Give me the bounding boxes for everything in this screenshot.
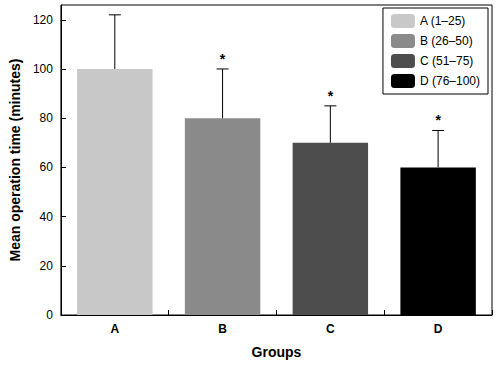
- svg-text:B: B: [218, 322, 227, 336]
- svg-text:Mean operation time (minutes): Mean operation time (minutes): [7, 58, 23, 261]
- svg-text:B (26–50): B (26–50): [420, 34, 473, 48]
- svg-text:20: 20: [40, 259, 54, 273]
- svg-text:*: *: [328, 88, 334, 104]
- svg-text:D: D: [434, 322, 443, 336]
- svg-text:*: *: [220, 51, 226, 67]
- svg-text:120: 120: [33, 13, 53, 27]
- svg-text:Groups: Groups: [252, 344, 302, 360]
- svg-text:40: 40: [40, 210, 54, 224]
- svg-text:C: C: [326, 322, 335, 336]
- svg-text:60: 60: [40, 160, 54, 174]
- svg-text:*: *: [435, 112, 441, 128]
- svg-text:100: 100: [33, 62, 53, 76]
- svg-text:A (1–25): A (1–25): [420, 14, 465, 28]
- svg-text:D (76–100): D (76–100): [420, 74, 480, 88]
- svg-text:A: A: [110, 322, 119, 336]
- svg-text:C (51–75): C (51–75): [420, 54, 473, 68]
- svg-text:80: 80: [40, 111, 54, 125]
- svg-text:0: 0: [46, 308, 53, 322]
